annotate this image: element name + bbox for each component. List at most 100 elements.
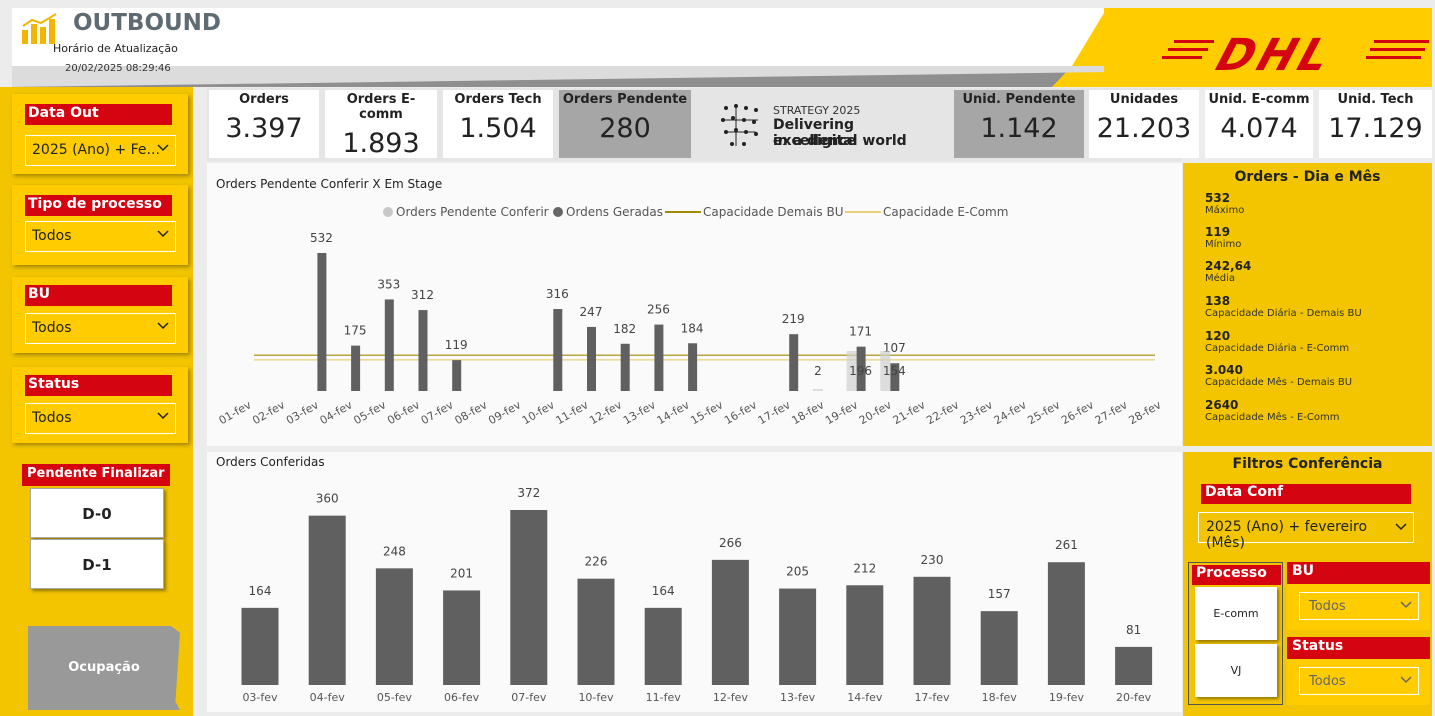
x-tick-label: 07-fev — [419, 398, 456, 427]
bar-label: 230 — [921, 553, 944, 567]
bar-label: 119 — [445, 338, 468, 352]
bar-label: 316 — [546, 287, 569, 301]
x-tick-label: 28-fev — [1126, 398, 1163, 427]
x-tick-label: 08-fev — [452, 398, 489, 427]
dhl-logo-box: DHL — [1104, 8, 1432, 87]
header-white-band — [12, 8, 1107, 66]
x-tick-label: 03-fev — [242, 691, 278, 704]
bar-label: 2 — [814, 364, 822, 378]
stat-value: 3.040 — [1205, 363, 1243, 377]
stat-value: 242,64 — [1205, 259, 1252, 273]
x-tick-label: 09-fev — [486, 398, 523, 427]
filter-bu-select[interactable]: Todos — [25, 313, 176, 344]
chevron-down-icon — [1400, 601, 1412, 609]
filter-data-out-value: 2025 (Ano) + Fe... — [32, 142, 160, 158]
kpi-unid-tech-value: 17.129 — [1328, 113, 1423, 144]
kpi-unidades-value: 21.203 — [1096, 113, 1192, 144]
processo-ecomm-button[interactable]: E-comm — [1195, 587, 1277, 640]
bar-ordens-geradas — [789, 334, 799, 391]
bar-conferidas — [711, 559, 749, 685]
bar-pendente-conferir — [880, 351, 891, 391]
data-conf-select[interactable]: 2025 (Ano) + fevereiro (Mês) — [1198, 512, 1414, 551]
stats-panel: Orders - Dia e Mês 532 Máximo 119 Mínimo… — [1183, 163, 1432, 446]
bar-conferidas — [980, 611, 1018, 685]
bar-label: 205 — [786, 565, 809, 579]
filter-tipo-select[interactable]: Todos — [25, 221, 176, 252]
chart2-svg: 164 03-fev 360 04-fev 248 05-fev 201 06-fev 372 0… — [241, 486, 1153, 704]
filter-bu: BU Todos — [12, 277, 188, 353]
bar-ordens-geradas — [620, 343, 630, 391]
bar-ordens-geradas — [587, 326, 596, 391]
bar-label: 248 — [383, 544, 406, 558]
conf-bu-value: Todos — [1309, 599, 1346, 614]
x-tick-label: 17-fev — [756, 398, 793, 427]
bar-ordens-geradas — [317, 253, 327, 391]
data-conf-title: Data Conf — [1201, 484, 1411, 504]
kpi-pendente-label: Orders Pendente — [562, 92, 688, 107]
stat-value: 2640 — [1205, 398, 1239, 412]
d0-button[interactable]: D-0 — [30, 488, 164, 538]
x-tick-label: 19-fev — [1049, 691, 1085, 704]
x-tick-label: 20-fev — [1116, 691, 1152, 704]
kpi-pendente-value: 280 — [599, 113, 651, 144]
bar-conferidas — [308, 515, 346, 685]
kpi-orders-label: Orders — [239, 92, 289, 107]
strategy-line3: in a digital world — [773, 133, 907, 149]
filter-bu-value: Todos — [32, 320, 72, 336]
kpi-pendente: Orders Pendente 280 — [559, 90, 691, 158]
filter-status-select[interactable]: Todos — [25, 403, 176, 434]
filter-data-out-select[interactable]: 2025 (Ano) + Fe... — [25, 135, 176, 166]
kpi-orders-value: 3.397 — [225, 113, 303, 144]
kpi-unidades: Unidades 21.203 — [1089, 90, 1199, 158]
bar-label: 226 — [585, 555, 608, 569]
legend-pendente-label: Orders Pendente Conferir — [396, 205, 549, 219]
stats-title: Orders - Dia e Mês — [1234, 169, 1381, 185]
x-tick-label: 17-fev — [914, 691, 950, 704]
strategy-banner: STRATEGY 2025 Delivering excellence in a… — [718, 100, 938, 152]
bar-conferidas — [1047, 562, 1085, 685]
bar-conferidas — [779, 588, 817, 685]
conf-bu-box: BU Todos — [1287, 562, 1430, 630]
filter-tipo: Tipo de processo Todos — [12, 185, 188, 265]
conf-status-title: Status — [1287, 637, 1430, 659]
x-tick-label: 05-fev — [351, 398, 388, 427]
data-conf-value: 2025 (Ano) + fevereiro (Mês) — [1206, 519, 1368, 551]
chevron-down-icon — [157, 412, 169, 420]
bar-label: 532 — [310, 231, 333, 245]
processo-title: Processo — [1192, 565, 1281, 585]
chevron-down-icon — [157, 230, 169, 238]
chevron-down-icon — [157, 144, 169, 152]
chart1-title: Orders Pendente Conferir X Em Stage — [216, 177, 443, 191]
x-tick-label: 04-fev — [310, 691, 346, 704]
legend-pendente-marker — [383, 207, 393, 217]
bar-label: 182 — [613, 322, 636, 336]
ocupacao-button[interactable]: Ocupação — [28, 626, 180, 710]
x-tick-label: 12-fev — [587, 398, 624, 427]
conf-status-value: Todos — [1309, 674, 1346, 689]
filter-tipo-title: Tipo de processo — [25, 195, 172, 216]
filter-status: Status Todos — [12, 367, 188, 443]
stat-label: Capacidade Diária - Demais BU — [1205, 308, 1362, 319]
bar-ordens-geradas — [351, 345, 361, 391]
legend-geradas-label: Ordens Geradas — [566, 205, 663, 219]
conf-filters-title: Filtros Conferência — [1232, 456, 1383, 472]
x-tick-label: 01-fev — [217, 398, 254, 427]
stat-label: Máximo — [1205, 205, 1245, 216]
bar-label: 201 — [450, 566, 473, 580]
conf-bu-select[interactable]: Todos — [1299, 592, 1419, 620]
bar-conferidas — [241, 607, 279, 685]
bar-label: 81 — [1126, 623, 1141, 637]
x-tick-label: 27-fev — [1093, 398, 1130, 427]
x-tick-label: 25-fev — [1025, 398, 1062, 427]
bar-ordens-geradas — [890, 363, 900, 391]
stat-label: Mínimo — [1205, 239, 1242, 250]
d1-button[interactable]: D-1 — [30, 539, 164, 589]
processo-vj-button[interactable]: VJ — [1195, 644, 1277, 697]
x-tick-label: 16-fev — [722, 398, 759, 427]
x-tick-label: 23-fev — [958, 398, 995, 427]
x-tick-label: 03-fev — [284, 398, 321, 427]
x-tick-label: 20-fev — [857, 398, 894, 427]
x-tick-label: 13-fev — [621, 398, 658, 427]
conf-status-select[interactable]: Todos — [1299, 667, 1419, 695]
conf-filters-panel: Filtros Conferência Data Conf 2025 (Ano)… — [1183, 452, 1432, 716]
